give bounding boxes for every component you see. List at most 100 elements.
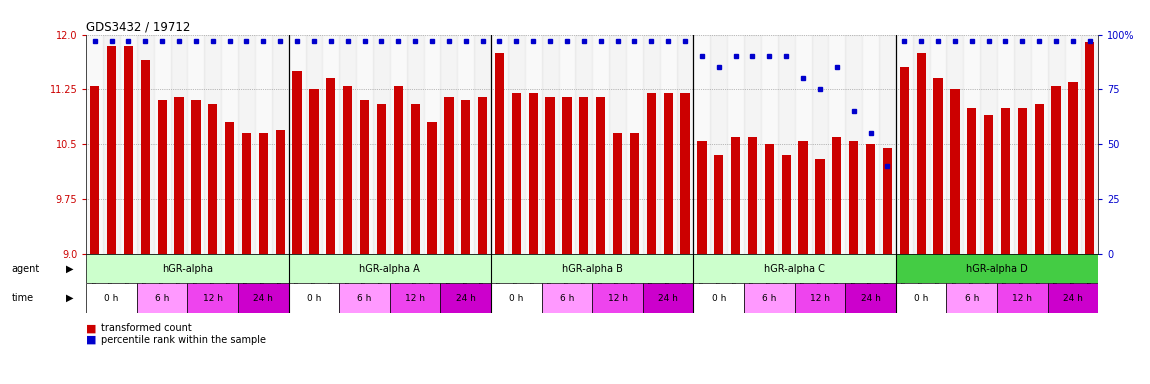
Bar [259, 133, 268, 254]
Bar [1035, 104, 1044, 254]
Bar [562, 97, 572, 254]
Bar [393, 86, 402, 254]
Text: ▶: ▶ [66, 264, 74, 274]
Bar [693, 35, 711, 254]
Bar [592, 35, 610, 254]
Bar [681, 93, 690, 254]
Bar [289, 35, 306, 254]
Bar [980, 35, 997, 254]
Bar [1068, 82, 1078, 254]
Bar [731, 137, 741, 254]
Text: 24 h: 24 h [455, 294, 476, 303]
Text: hGR-alpha B: hGR-alpha B [562, 264, 622, 274]
Bar [390, 35, 407, 254]
Bar [997, 283, 1048, 313]
Bar [458, 35, 474, 254]
Bar [491, 254, 693, 283]
Text: percentile rank within the sample: percentile rank within the sample [101, 335, 266, 345]
Bar [187, 35, 205, 254]
Bar [187, 283, 238, 313]
Text: hGR-alpha C: hGR-alpha C [765, 264, 825, 274]
Bar [309, 89, 319, 254]
Bar [845, 283, 896, 313]
Bar [676, 35, 693, 254]
Bar [104, 35, 120, 254]
Bar [524, 35, 542, 254]
Bar [613, 133, 622, 254]
Bar [765, 144, 774, 254]
Bar [883, 148, 892, 254]
Bar [693, 283, 744, 313]
Bar [795, 35, 812, 254]
Bar [833, 137, 842, 254]
Text: 6 h: 6 h [358, 294, 371, 303]
Bar [711, 35, 727, 254]
Bar [491, 35, 508, 254]
Bar [343, 86, 352, 254]
Bar [478, 97, 488, 254]
Text: time: time [12, 293, 33, 303]
Bar [411, 104, 420, 254]
Bar [984, 115, 994, 254]
Bar [289, 283, 339, 313]
Bar [630, 133, 639, 254]
Text: 12 h: 12 h [405, 294, 426, 303]
Bar [242, 133, 251, 254]
Bar [862, 35, 879, 254]
Bar [1018, 108, 1027, 254]
Bar [140, 60, 150, 254]
Bar [86, 35, 104, 254]
Bar [917, 53, 926, 254]
Bar [1086, 42, 1095, 254]
Bar [120, 35, 137, 254]
Bar [137, 35, 154, 254]
Bar [714, 155, 723, 254]
Bar [327, 78, 336, 254]
Bar [373, 35, 390, 254]
Bar [491, 283, 542, 313]
Bar [339, 283, 390, 313]
Bar [170, 35, 187, 254]
Bar [1030, 35, 1048, 254]
Text: 6 h: 6 h [560, 294, 574, 303]
Text: 0 h: 0 h [307, 294, 321, 303]
Bar [322, 35, 339, 254]
Bar [896, 254, 1098, 283]
Bar [1048, 35, 1065, 254]
Text: 24 h: 24 h [860, 294, 881, 303]
Bar [849, 141, 858, 254]
Bar [124, 46, 133, 254]
Bar [494, 53, 504, 254]
Bar [440, 35, 458, 254]
Text: 12 h: 12 h [202, 294, 223, 303]
Bar [221, 35, 238, 254]
Bar [90, 86, 99, 254]
Text: ■: ■ [86, 335, 97, 345]
Bar [580, 97, 589, 254]
Bar [423, 35, 440, 254]
Bar [440, 283, 491, 313]
Bar [777, 35, 795, 254]
Bar [289, 254, 491, 283]
Bar [428, 122, 437, 254]
Bar [798, 141, 807, 254]
Bar [107, 46, 116, 254]
Text: 24 h: 24 h [658, 294, 678, 303]
Bar [967, 108, 976, 254]
Bar [896, 35, 913, 254]
Bar [238, 35, 255, 254]
Text: hGR-alpha: hGR-alpha [162, 264, 213, 274]
Text: GDS3432 / 19712: GDS3432 / 19712 [86, 20, 191, 33]
Text: 0 h: 0 h [509, 294, 523, 303]
Text: hGR-alpha A: hGR-alpha A [360, 264, 420, 274]
Bar [950, 89, 959, 254]
Text: 0 h: 0 h [914, 294, 928, 303]
Text: ■: ■ [86, 323, 97, 333]
Bar [946, 283, 997, 313]
Text: 12 h: 12 h [607, 294, 628, 303]
Bar [664, 93, 673, 254]
Bar [529, 93, 538, 254]
Bar [1081, 35, 1098, 254]
Bar [542, 35, 559, 254]
Bar [899, 68, 909, 254]
